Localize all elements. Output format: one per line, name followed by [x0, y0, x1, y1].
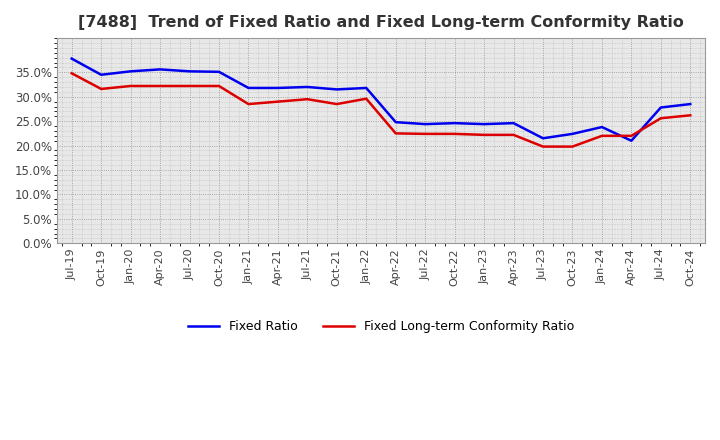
- Fixed Ratio: [274, 85, 282, 91]
- Fixed Long-term Conformity Ratio: [421, 131, 430, 136]
- Fixed Long-term Conformity Ratio: [333, 102, 341, 107]
- Fixed Long-term Conformity Ratio: [185, 83, 194, 88]
- Fixed Ratio: [539, 136, 547, 141]
- Fixed Ratio: [657, 105, 665, 110]
- Fixed Ratio: [362, 85, 371, 91]
- Fixed Long-term Conformity Ratio: [392, 131, 400, 136]
- Fixed Ratio: [392, 120, 400, 125]
- Fixed Ratio: [627, 138, 636, 143]
- Fixed Long-term Conformity Ratio: [509, 132, 518, 137]
- Fixed Ratio: [97, 72, 106, 77]
- Fixed Ratio: [244, 85, 253, 91]
- Fixed Long-term Conformity Ratio: [362, 96, 371, 101]
- Fixed Long-term Conformity Ratio: [598, 133, 606, 139]
- Fixed Ratio: [185, 69, 194, 74]
- Fixed Long-term Conformity Ratio: [480, 132, 488, 137]
- Fixed Long-term Conformity Ratio: [244, 102, 253, 107]
- Fixed Long-term Conformity Ratio: [156, 83, 164, 88]
- Line: Fixed Long-term Conformity Ratio: Fixed Long-term Conformity Ratio: [72, 73, 690, 147]
- Fixed Ratio: [215, 69, 223, 74]
- Fixed Long-term Conformity Ratio: [657, 116, 665, 121]
- Fixed Long-term Conformity Ratio: [568, 144, 577, 149]
- Fixed Ratio: [568, 131, 577, 136]
- Fixed Ratio: [68, 56, 76, 61]
- Fixed Ratio: [126, 69, 135, 74]
- Fixed Long-term Conformity Ratio: [126, 83, 135, 88]
- Fixed Ratio: [450, 121, 459, 126]
- Fixed Ratio: [686, 102, 695, 107]
- Fixed Long-term Conformity Ratio: [97, 86, 106, 92]
- Fixed Ratio: [333, 87, 341, 92]
- Fixed Ratio: [421, 121, 430, 127]
- Fixed Ratio: [156, 67, 164, 72]
- Fixed Long-term Conformity Ratio: [686, 113, 695, 118]
- Title: [7488]  Trend of Fixed Ratio and Fixed Long-term Conformity Ratio: [7488] Trend of Fixed Ratio and Fixed Lo…: [78, 15, 684, 30]
- Legend: Fixed Ratio, Fixed Long-term Conformity Ratio: Fixed Ratio, Fixed Long-term Conformity …: [183, 315, 580, 338]
- Fixed Ratio: [598, 125, 606, 130]
- Fixed Ratio: [480, 121, 488, 127]
- Fixed Long-term Conformity Ratio: [303, 96, 312, 102]
- Fixed Ratio: [509, 121, 518, 126]
- Fixed Long-term Conformity Ratio: [68, 71, 76, 76]
- Line: Fixed Ratio: Fixed Ratio: [72, 59, 690, 141]
- Fixed Long-term Conformity Ratio: [539, 144, 547, 149]
- Fixed Long-term Conformity Ratio: [215, 83, 223, 88]
- Fixed Long-term Conformity Ratio: [450, 131, 459, 136]
- Fixed Long-term Conformity Ratio: [274, 99, 282, 104]
- Fixed Ratio: [303, 84, 312, 90]
- Fixed Long-term Conformity Ratio: [627, 133, 636, 139]
